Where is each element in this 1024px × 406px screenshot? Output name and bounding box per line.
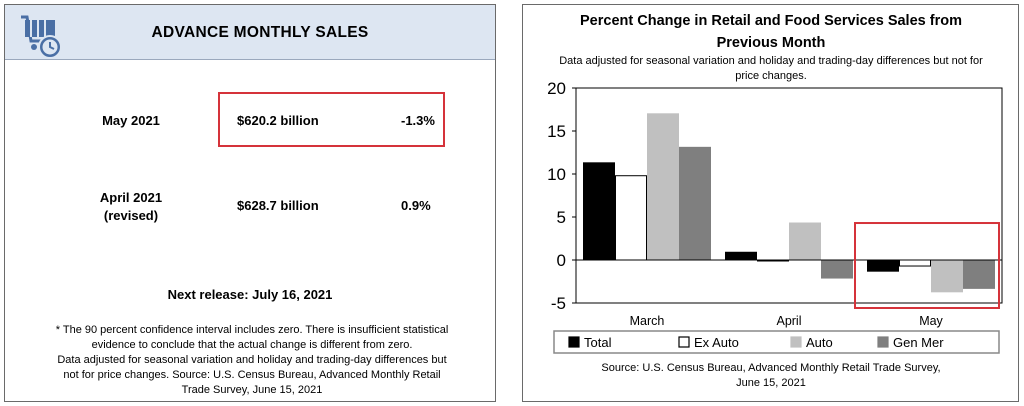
- category-label: May: [919, 314, 943, 328]
- footnote-line: * The 90 percent confidence interval inc…: [55, 324, 449, 336]
- april-2021-label: April 2021 (revised): [81, 189, 181, 225]
- next-release-text: Next release: July 16, 2021: [167, 287, 333, 302]
- bar-auto-may: [931, 259, 963, 293]
- april-2021-value: $628.7 billion: [237, 198, 319, 213]
- footnote-line: Trade Survey, June 15, 2021: [181, 384, 323, 396]
- may-2021-change: -1.3%: [401, 113, 435, 128]
- y-tick-label: 15: [547, 122, 566, 141]
- bar-ex-auto-march: [615, 175, 647, 261]
- bar-chart: Percent Change in Retail and Food Servic…: [547, 13, 1003, 389]
- legend-label: Auto: [806, 335, 833, 350]
- y-tick-label: 5: [557, 208, 566, 227]
- may-2021-value: $620.2 billion: [237, 113, 319, 128]
- april-2021-label-line2: (revised): [103, 208, 159, 223]
- legend: Total Ex Auto Auto Gen Mer: [568, 335, 944, 350]
- legend-swatch-gen-mer: [877, 336, 889, 348]
- footnote: * The 90 percent confidence interval inc…: [17, 323, 487, 398]
- retail-sales-chart-panel: Percent Change in Retail and Food Servic…: [522, 4, 1019, 402]
- bar-ex-auto-may: [899, 259, 931, 267]
- footnote-line: Data adjusted for seasonal variation and…: [57, 354, 447, 366]
- april-2021-label-line1: April 2021: [99, 190, 163, 205]
- bar-total-may: [867, 259, 899, 272]
- chart-source-line: June 15, 2021: [736, 377, 806, 389]
- legend-label: Total: [584, 335, 612, 350]
- bar-auto-april: [789, 222, 821, 261]
- legend-swatch-ex-auto: [678, 336, 690, 348]
- legend-swatch-auto: [790, 336, 802, 348]
- category-label: March: [630, 314, 665, 328]
- y-tick-label: -5: [551, 294, 566, 313]
- chart-title-line: Previous Month: [717, 35, 826, 51]
- footnote-line: evidence to conclude that the actual cha…: [91, 339, 413, 351]
- sales-panel-header: ADVANCE MONTHLY SALES: [5, 5, 495, 60]
- chart-subtitle-line: price changes.: [735, 70, 807, 82]
- may-2021-label: May 2021: [102, 113, 160, 128]
- chart-subtitle-line: Data adjusted for seasonal variation and…: [559, 55, 983, 67]
- bar-gen-mer-march: [679, 146, 711, 261]
- advance-monthly-sales-panel: ADVANCE MONTHLY SALES May 2021 $620.2 bi…: [4, 4, 496, 402]
- category-label: April: [776, 314, 801, 328]
- chart-source-line: Source: U.S. Census Bureau, Advanced Mon…: [601, 362, 940, 374]
- chart-title-line: Percent Change in Retail and Food Servic…: [580, 13, 962, 29]
- bar-auto-march: [647, 113, 679, 261]
- legend-swatch-total: [568, 336, 580, 348]
- legend-label: Ex Auto: [694, 335, 739, 350]
- y-tick-label: 10: [547, 165, 566, 184]
- bar-gen-mer-may: [963, 259, 995, 289]
- sales-panel-title: ADVANCE MONTHLY SALES: [151, 24, 369, 41]
- y-tick-label: 20: [547, 79, 566, 98]
- y-axis: 20 15 10 5 0 -5: [547, 79, 576, 313]
- legend-label: Gen Mer: [893, 335, 944, 350]
- bar-gen-mer-april: [821, 259, 853, 279]
- x-axis: March April May: [630, 314, 944, 328]
- april-2021-change: 0.9%: [401, 198, 431, 213]
- bar-total-march: [583, 162, 615, 261]
- shopping-cart-clock-icon: [21, 15, 62, 59]
- may-highlight-box: [854, 222, 1000, 310]
- may-highlight-box: [218, 92, 445, 147]
- footnote-line: not for price changes. Source: U.S. Cens…: [63, 369, 441, 381]
- bars: [583, 113, 995, 293]
- y-tick-label: 0: [557, 251, 566, 270]
- bar-total-april: [725, 251, 757, 261]
